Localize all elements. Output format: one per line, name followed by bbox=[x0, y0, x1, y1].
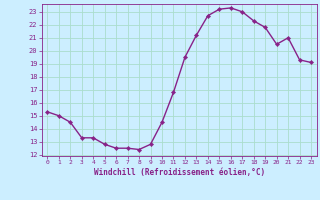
X-axis label: Windchill (Refroidissement éolien,°C): Windchill (Refroidissement éolien,°C) bbox=[94, 168, 265, 177]
